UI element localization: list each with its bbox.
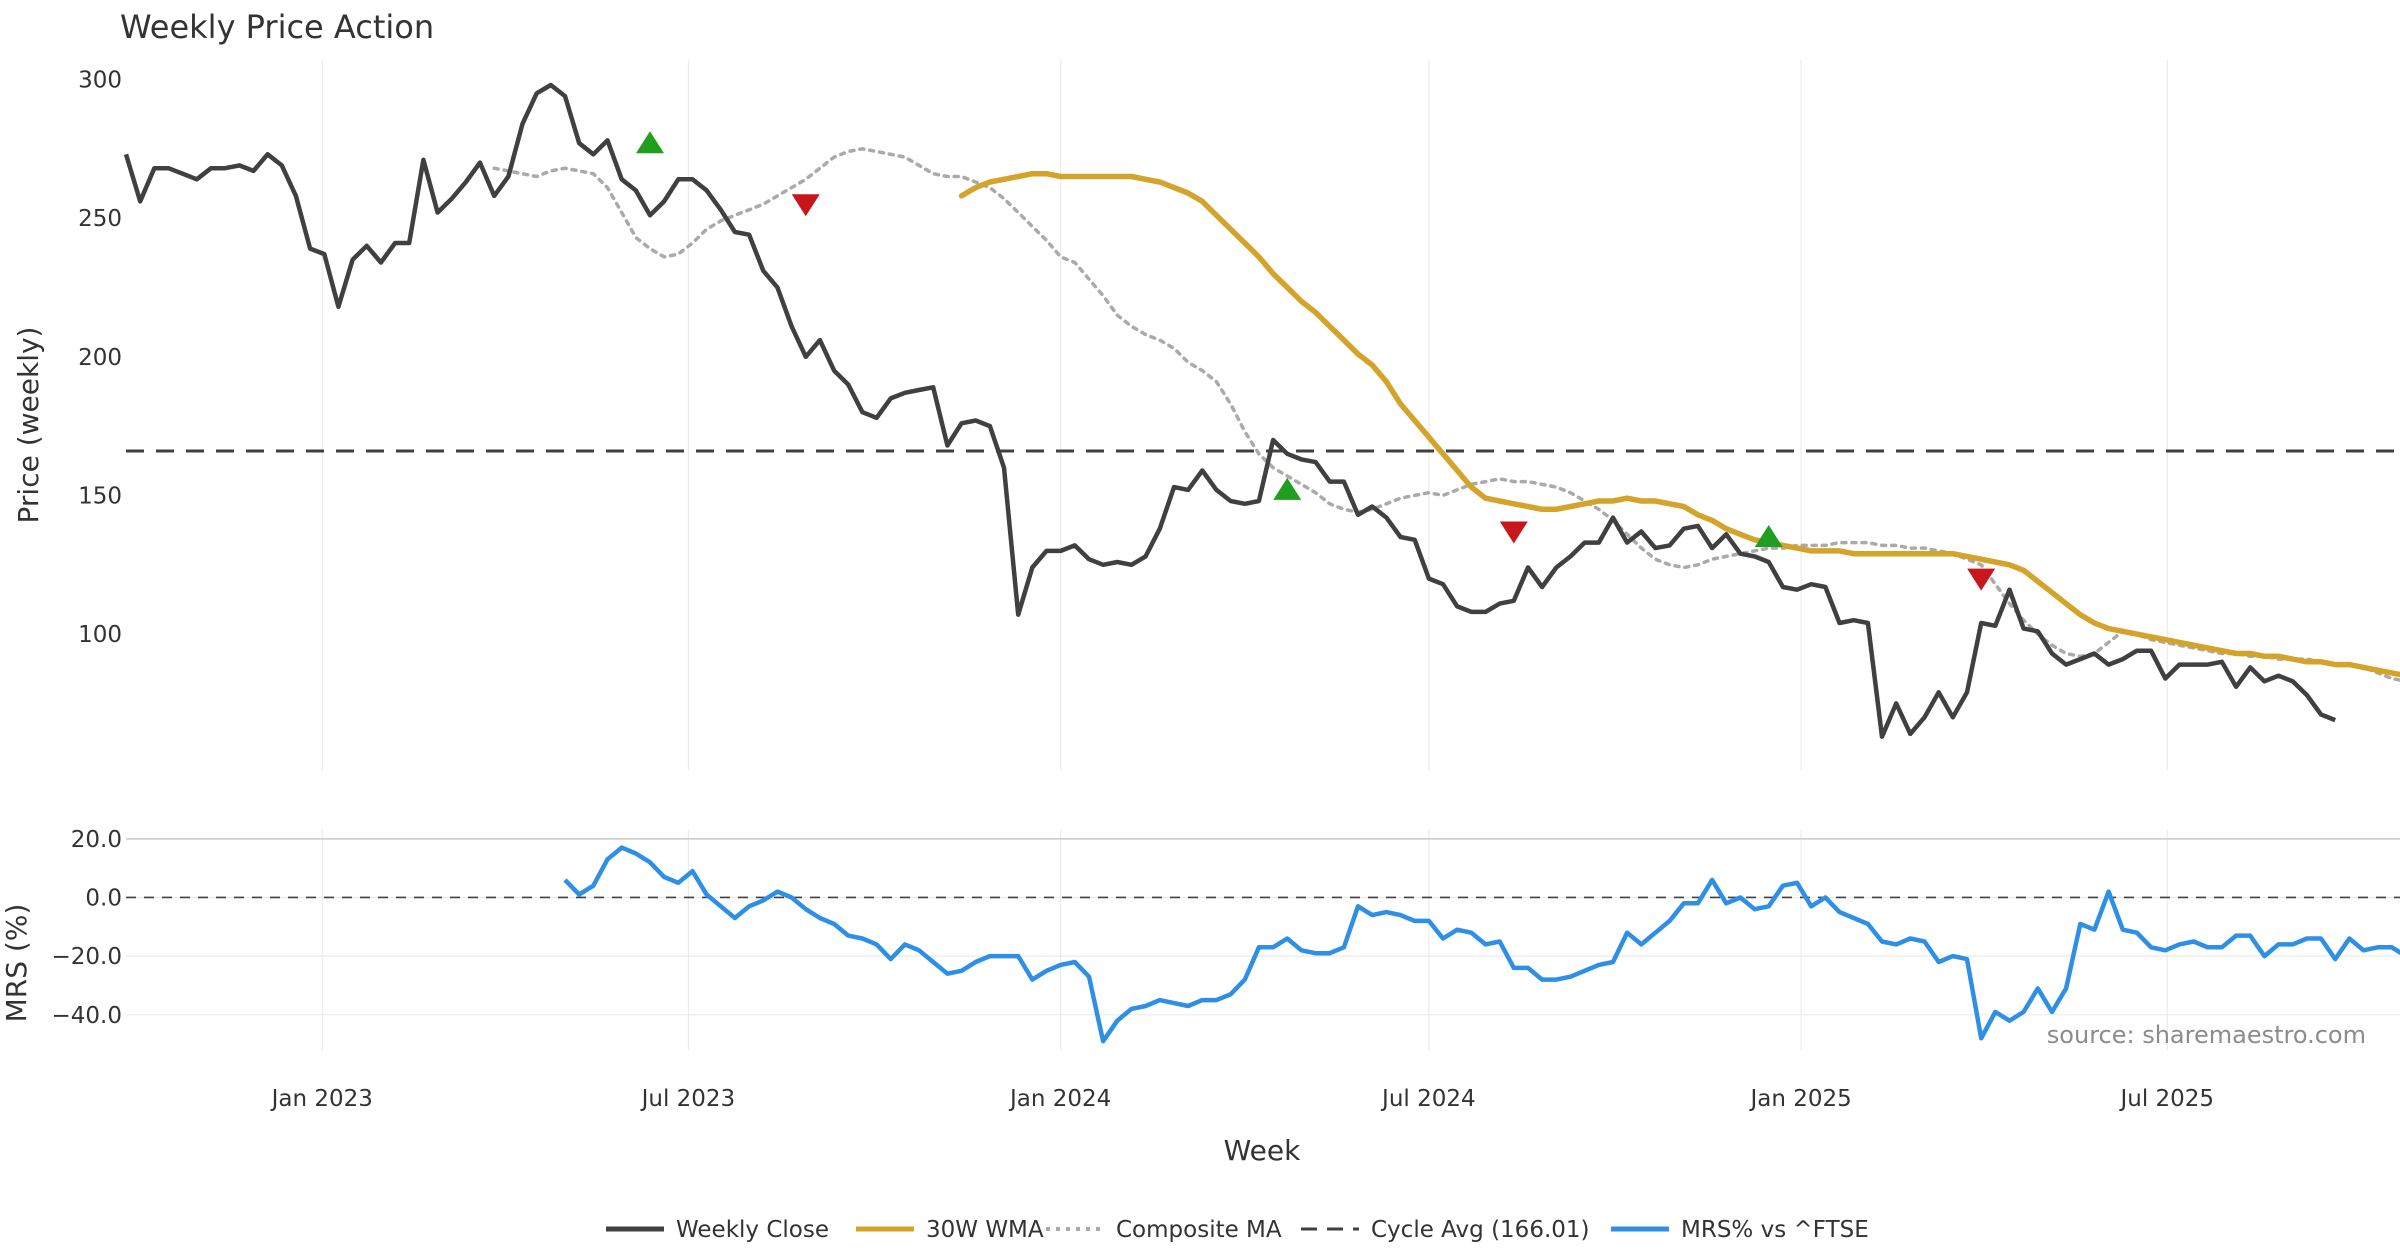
mrs-line xyxy=(563,845,2400,1044)
composite-ma-line xyxy=(492,147,2400,682)
signal-markers xyxy=(635,131,1996,591)
x-tick-label: Jul 2024 xyxy=(1380,1086,1476,1112)
sell-signal-marker xyxy=(791,194,820,217)
x-tick-label: Jul 2023 xyxy=(640,1086,736,1112)
weekly-close-line xyxy=(123,82,2337,739)
buy-signal-marker xyxy=(635,131,664,154)
price-series xyxy=(123,82,2400,739)
price-y-tick-label: 100 xyxy=(78,622,122,648)
x-tick-label: Jan 2023 xyxy=(270,1086,373,1112)
buy-signal-marker xyxy=(1273,477,1302,500)
legend-entry-label: Weekly Close xyxy=(676,1217,829,1243)
mrs-series xyxy=(563,845,2400,1044)
legend: Weekly Close 30W WMA Composite MA Cycle Avg… xyxy=(606,1217,1869,1243)
mrs-y-tick-label: −40.0 xyxy=(52,1003,122,1029)
sell-signal-marker xyxy=(1499,521,1528,544)
x-ticks: Jan 2023 Jul 2023 Jan 2024 Jul 2024 Jan 2025… xyxy=(270,1086,2215,1112)
price-y-axis-label: Price (weekly) xyxy=(12,327,45,524)
price-y-tick-label: 250 xyxy=(78,206,122,232)
x-axis-label: Week xyxy=(1224,1134,1301,1167)
mrs-grid xyxy=(126,830,2400,1050)
wma-30w-line xyxy=(958,170,2400,678)
legend-entry-label: MRS% vs ^FTSE xyxy=(1681,1217,1869,1243)
price-y-tick-label: 300 xyxy=(78,67,122,93)
x-tick-label: Jan 2024 xyxy=(1008,1086,1111,1112)
mrs-y-tick-label: 20.0 xyxy=(71,827,122,853)
mrs-y-ticks: −40.0 −20.0 0.0 20.0 xyxy=(52,827,122,1029)
mrs-y-axis-label: MRS (%) xyxy=(0,904,33,1023)
mrs-y-tick-label: −20.0 xyxy=(52,944,122,970)
source-note: source: sharemaestro.com xyxy=(2047,1021,2366,1049)
legend-entry-label: Cycle Avg (166.01) xyxy=(1371,1217,1590,1243)
price-y-tick-label: 150 xyxy=(78,483,122,509)
price-grid xyxy=(321,60,2168,770)
x-tick-label: Jul 2025 xyxy=(2118,1086,2214,1112)
chart-title: Weekly Price Action xyxy=(120,8,434,46)
legend-entry-label: 30W WMA xyxy=(926,1217,1044,1243)
sell-signal-marker xyxy=(1967,568,1996,591)
price-y-ticks: 100 150 200 250 300 xyxy=(78,67,122,648)
legend-entry-label: Composite MA xyxy=(1116,1217,1282,1243)
mrs-y-tick-label: 0.0 xyxy=(85,885,122,911)
price-y-tick-label: 200 xyxy=(78,345,122,371)
x-tick-label: Jan 2025 xyxy=(1748,1086,1851,1112)
buy-signal-marker xyxy=(1754,525,1783,548)
